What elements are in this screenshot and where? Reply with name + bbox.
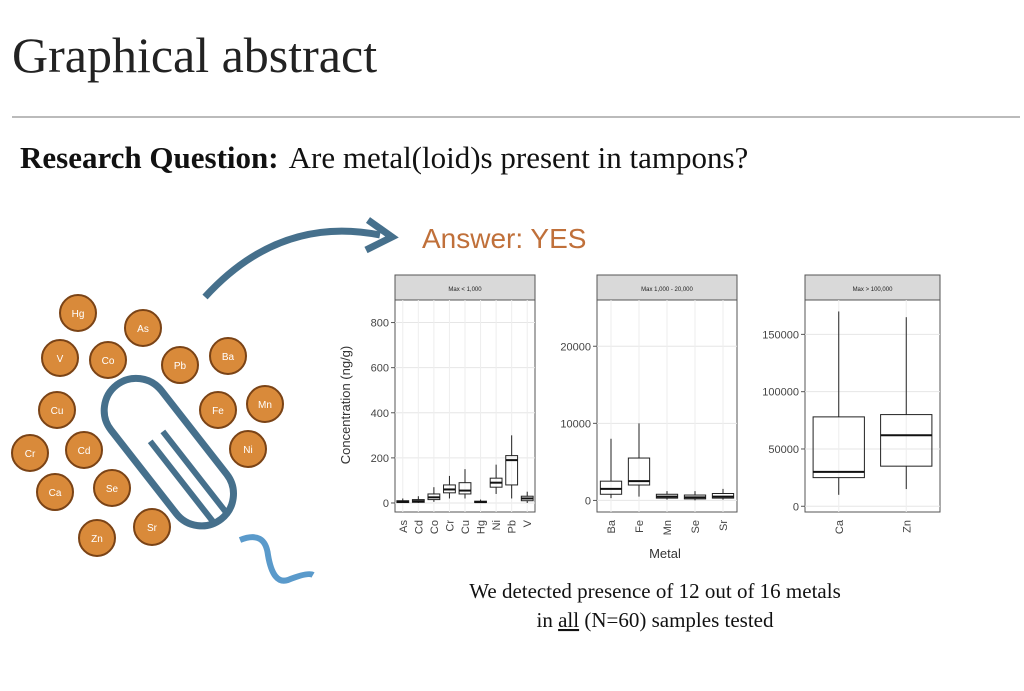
element-circle	[229, 430, 267, 468]
element-label: As	[137, 324, 149, 335]
x-tick-label: Cd	[413, 520, 425, 534]
x-tick-label: Hg	[476, 520, 488, 534]
panel-title: Max 1,000 - 20,000	[641, 287, 693, 293]
conclusion-part: in	[537, 608, 559, 632]
x-axis-label: Metal	[649, 546, 681, 561]
tampon-line	[160, 429, 230, 517]
panel-title: Max > 100,000	[853, 287, 894, 293]
element-label: Mn	[258, 400, 272, 411]
element-circle	[36, 473, 74, 511]
element-label: Ni	[243, 445, 252, 456]
element-label: Pb	[174, 361, 187, 372]
panel-strip	[394, 274, 536, 301]
panel-title: Max < 1,000	[448, 287, 482, 293]
element-circle	[78, 519, 116, 557]
x-tick-label: Se	[690, 520, 702, 533]
x-tick-label: Zn	[901, 520, 913, 533]
y-axis-label: Concentration (ng/g)	[338, 346, 353, 465]
element-circle	[246, 385, 284, 423]
element-label: Sr	[147, 523, 158, 534]
y-tick-label: 600	[371, 363, 389, 375]
box	[627, 457, 651, 486]
element-label: Ba	[222, 352, 235, 363]
y-tick-label: 50000	[768, 444, 799, 456]
box	[880, 414, 933, 467]
question: Research Question: Are metal(loid)s prese…	[20, 140, 748, 175]
y-tick-label: 0	[585, 495, 591, 507]
element-circle	[89, 341, 127, 379]
conclusion: We detected presence of 12 out of 16 met…	[469, 579, 841, 603]
element-circle	[11, 434, 49, 472]
element-circle	[133, 508, 171, 546]
y-tick-label: 400	[371, 408, 389, 420]
element-circle	[38, 391, 76, 429]
arrow-head	[364, 217, 399, 254]
x-tick-label: Ni	[491, 520, 503, 530]
y-tick-label: 100000	[762, 387, 799, 399]
element-circle	[161, 346, 199, 384]
y-tick-label: 0	[793, 501, 799, 513]
question-text: Are metal(loid)s present in tampons?	[289, 140, 749, 175]
y-tick-label: 10000	[560, 418, 591, 430]
answer: Answer: YES	[422, 223, 586, 254]
x-tick-label: Sr	[718, 520, 730, 531]
y-tick-label: 200	[371, 453, 389, 465]
page-title: Graphical abstract	[12, 27, 377, 83]
y-tick-label: 150000	[762, 329, 799, 341]
element-label: Zn	[91, 534, 103, 545]
tampon-line	[147, 439, 218, 526]
element-label: Cr	[25, 449, 36, 460]
conclusion-part: (N=60) samples tested	[579, 608, 774, 632]
x-tick-label: As	[398, 520, 410, 533]
element-label: Fe	[212, 406, 224, 417]
element-circle	[209, 337, 247, 375]
element-circle	[93, 469, 131, 507]
element-label: Cu	[51, 406, 64, 417]
conclusion-emphasis: all	[558, 608, 579, 632]
panel-strip	[596, 274, 738, 301]
x-tick-label: Co	[429, 520, 441, 534]
element-circle	[41, 339, 79, 377]
box	[458, 482, 472, 495]
x-tick-label: Cu	[460, 520, 472, 534]
conclusion: in all (N=60) samples tested	[537, 608, 774, 632]
x-tick-label: V	[522, 519, 534, 527]
element-label: Cd	[78, 446, 91, 457]
element-label: V	[57, 354, 64, 365]
x-tick-label: Ca	[834, 519, 846, 534]
x-tick-label: Pb	[507, 520, 519, 533]
y-tick-label: 20000	[560, 341, 591, 353]
box	[505, 455, 519, 486]
box	[599, 480, 623, 495]
panel-frame	[804, 299, 941, 513]
element-circle	[59, 294, 97, 332]
element-label: Hg	[72, 309, 85, 320]
element-circle	[199, 391, 237, 429]
x-tick-label: Mn	[662, 520, 674, 535]
arrow	[202, 227, 381, 300]
element-label: Co	[102, 356, 115, 367]
tampon-body	[100, 374, 237, 530]
element-circle	[124, 309, 162, 347]
x-tick-label: Cr	[444, 520, 456, 532]
y-tick-label: 800	[371, 318, 389, 330]
panel-strip	[804, 274, 941, 301]
x-tick-label: Fe	[634, 520, 646, 533]
element-label: Se	[106, 484, 119, 495]
element-circle	[65, 431, 103, 469]
string	[238, 534, 315, 584]
box	[812, 416, 865, 479]
y-tick-label: 0	[383, 498, 389, 510]
element-label: Ca	[49, 488, 62, 499]
x-tick-label: Ba	[606, 519, 618, 533]
question-label: Research Question:	[20, 140, 279, 175]
tampon	[100, 374, 237, 530]
